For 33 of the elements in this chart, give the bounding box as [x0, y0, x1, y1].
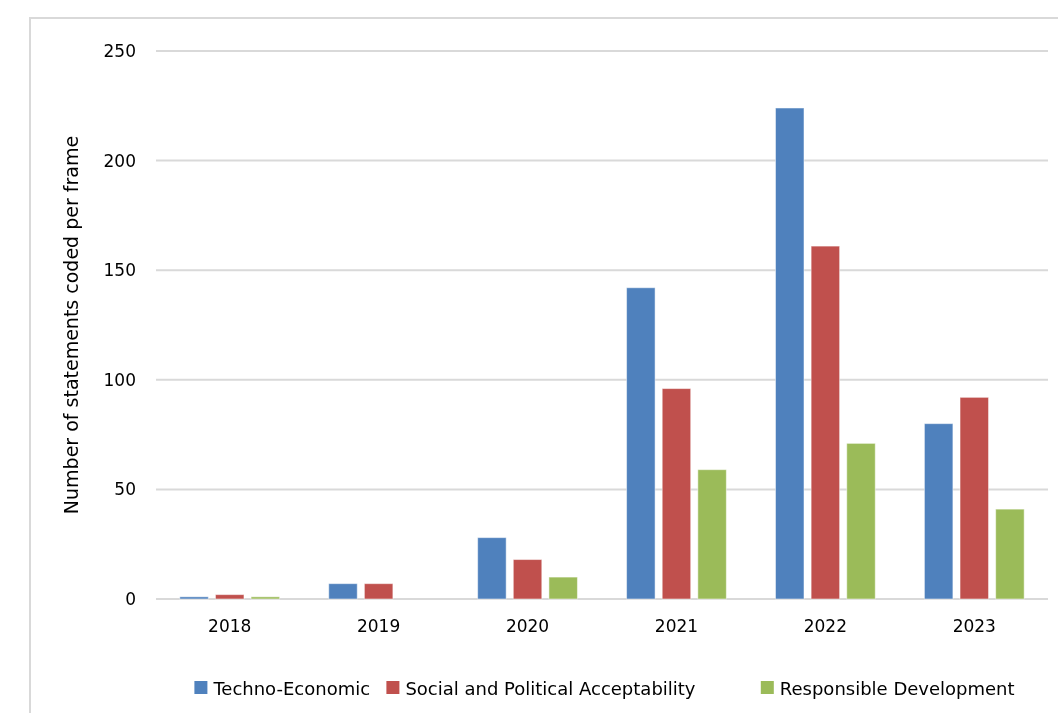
bar	[214, 594, 245, 600]
legend-label: Social and Political Acceptability	[405, 678, 696, 700]
bar	[846, 442, 876, 600]
bar	[661, 388, 692, 600]
bar	[548, 576, 578, 600]
bar	[626, 287, 656, 600]
x-tick-label: 2021	[654, 616, 699, 636]
bar	[810, 245, 841, 600]
bar	[923, 423, 954, 600]
bar	[697, 469, 727, 600]
x-tick-label: 2019	[356, 616, 401, 636]
x-tick-label: 2020	[505, 616, 550, 636]
y-tick-label: 100	[103, 369, 136, 390]
bar	[363, 583, 394, 600]
bar	[477, 537, 507, 600]
bar	[995, 508, 1025, 600]
bar	[512, 559, 543, 600]
y-tick-label: 200	[103, 150, 136, 171]
bar	[328, 583, 358, 600]
bar	[959, 396, 990, 600]
bar	[179, 596, 209, 600]
x-tick-label: 2022	[803, 616, 848, 636]
y-tick-label: 50	[114, 479, 136, 500]
x-tick-label: 2023	[952, 616, 996, 636]
y-axis-title: Number of statements coded per frame	[60, 135, 82, 515]
y-tick-label: 0	[125, 588, 136, 609]
legend-label: Responsible Development	[779, 678, 1015, 700]
y-tick-label: 250	[103, 40, 136, 61]
bar	[774, 107, 805, 600]
bar	[250, 596, 281, 600]
legend-label: Techno-Economic	[212, 678, 371, 700]
x-tick-label: 2018	[208, 616, 252, 636]
y-tick-label: 150	[103, 260, 136, 281]
